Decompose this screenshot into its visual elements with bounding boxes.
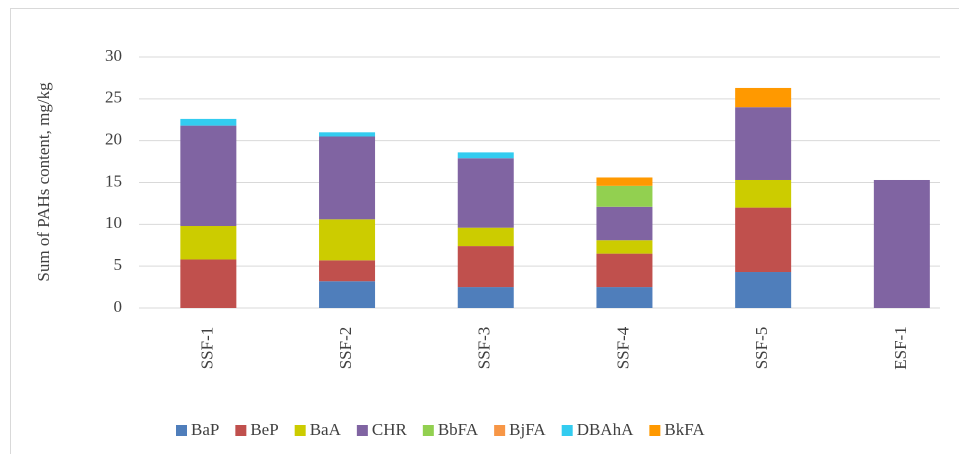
y-axis-label: Sum of PAHs content, mg/kg — [34, 82, 53, 282]
legend-swatch — [356, 425, 368, 436]
bar-segment — [596, 177, 653, 186]
legend-swatch — [561, 425, 573, 436]
legend-swatch — [176, 425, 187, 436]
y-tick-label: 10 — [105, 213, 122, 232]
legend-swatch — [235, 425, 247, 436]
bar-segment — [319, 260, 376, 282]
bar-segment — [319, 219, 376, 261]
chart-frame — [10, 8, 959, 454]
x-tick-label: SSF-1 — [197, 327, 216, 370]
bar-segment — [735, 179, 792, 208]
bar-segment — [457, 246, 514, 288]
bar-segment — [180, 259, 237, 308]
bar-segment — [319, 281, 376, 308]
bar-segment — [735, 107, 792, 180]
legend-swatch — [649, 425, 661, 436]
x-tick-label: ESF-1 — [891, 326, 910, 369]
x-tick-label: SSF-3 — [475, 327, 494, 370]
legend-label: BkFA — [664, 420, 705, 439]
bar-segment — [596, 253, 653, 288]
legend-swatch — [422, 425, 434, 436]
x-tick-label: SSF-2 — [336, 327, 355, 370]
bar-segment — [735, 87, 792, 108]
bar-segment — [596, 240, 653, 254]
legend-label: CHR — [372, 420, 408, 439]
legend-label: DBAhA — [577, 420, 634, 439]
bar-segment — [596, 206, 653, 241]
legend-label: BbFA — [438, 420, 479, 439]
bar-segment — [873, 179, 930, 308]
y-tick-label: 15 — [105, 171, 122, 190]
bar-segment — [457, 152, 514, 159]
bar-segment — [180, 118, 237, 126]
bar-segment — [596, 287, 653, 308]
legend-swatch — [294, 425, 306, 436]
y-tick-label: 20 — [105, 130, 122, 149]
y-tick-label: 5 — [114, 255, 123, 274]
y-tick-label: 25 — [105, 88, 122, 107]
bar-segment — [180, 125, 237, 227]
legend-label: BeP — [250, 420, 278, 439]
y-tick-label: 0 — [114, 297, 123, 316]
x-tick-label: SSF-4 — [613, 326, 632, 369]
bar-segment — [457, 287, 514, 308]
legend-label: BjFA — [509, 420, 546, 439]
legend-label: BaP — [191, 420, 219, 439]
bar-segment — [596, 185, 653, 207]
bar-segment — [319, 136, 376, 220]
bar-segment — [457, 227, 514, 247]
bar-segment — [735, 272, 792, 308]
bar-segment — [735, 207, 792, 273]
legend-swatch — [494, 425, 506, 436]
y-tick-label: 30 — [105, 46, 122, 65]
bar-segment — [319, 132, 376, 137]
legend-label: BaA — [310, 420, 342, 439]
bar-segment — [180, 226, 237, 260]
bar-segment — [457, 158, 514, 228]
x-tick-label: SSF-5 — [752, 327, 771, 370]
